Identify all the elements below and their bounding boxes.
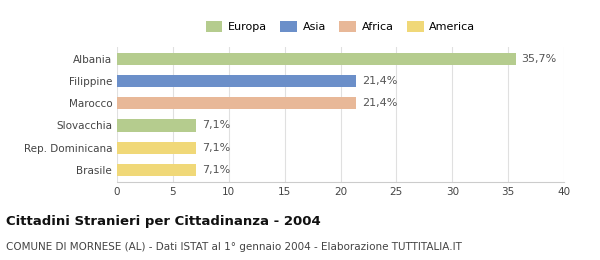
Bar (117, 119, 196, 132)
Bar (117, 164, 196, 176)
Bar (117, 75, 356, 87)
Text: 21,4%: 21,4% (362, 76, 397, 86)
Text: Cittadini Stranieri per Cittadinanza - 2004: Cittadini Stranieri per Cittadinanza - 2… (6, 214, 321, 228)
Bar (117, 53, 516, 65)
Text: 35,7%: 35,7% (521, 54, 557, 64)
Text: 7,1%: 7,1% (202, 143, 230, 153)
Bar (117, 97, 356, 109)
Text: COMUNE DI MORNESE (AL) - Dati ISTAT al 1° gennaio 2004 - Elaborazione TUTTITALIA: COMUNE DI MORNESE (AL) - Dati ISTAT al 1… (6, 242, 462, 252)
Legend: Europa, Asia, Africa, America: Europa, Asia, Africa, America (203, 19, 478, 35)
Bar (117, 141, 196, 154)
Text: 21,4%: 21,4% (362, 98, 397, 108)
Text: 7,1%: 7,1% (202, 165, 230, 175)
Text: 7,1%: 7,1% (202, 120, 230, 131)
